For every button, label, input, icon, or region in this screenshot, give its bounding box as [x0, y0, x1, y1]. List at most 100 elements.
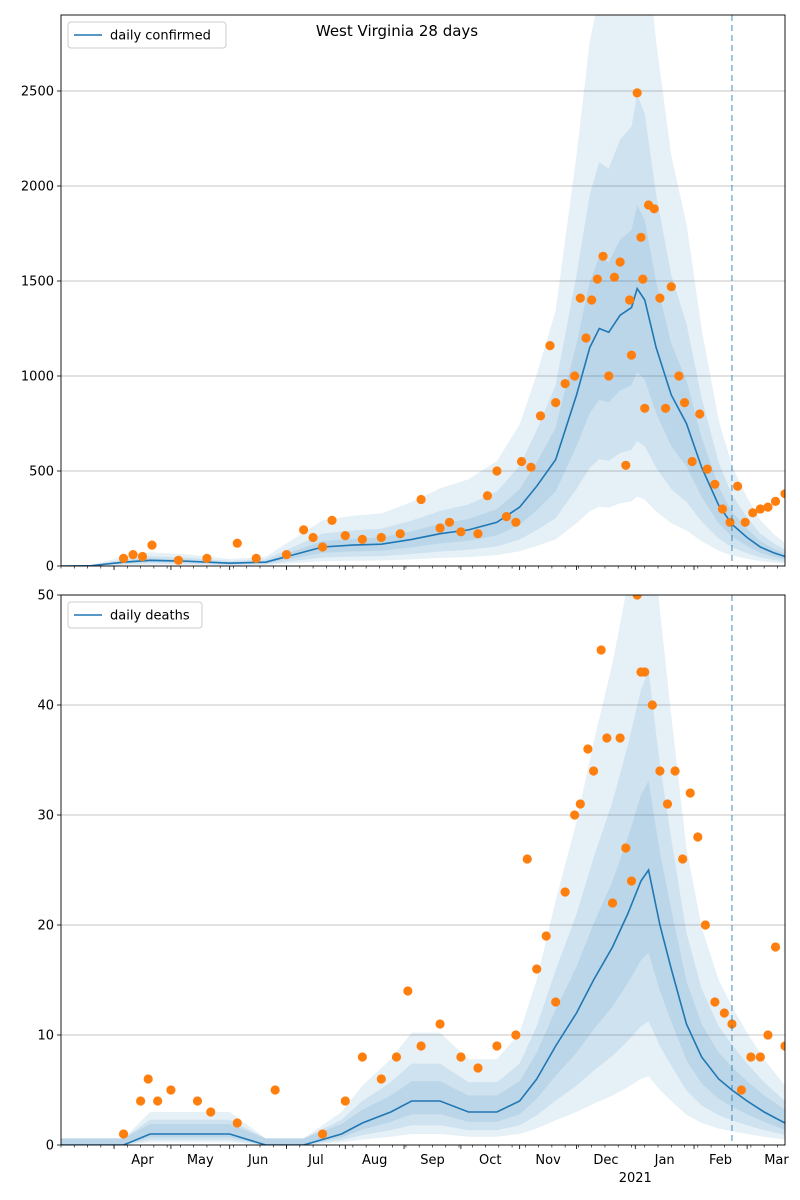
data-point	[621, 460, 631, 470]
data-point	[632, 595, 642, 600]
data-point	[232, 538, 242, 548]
data-point	[632, 88, 642, 98]
data-point	[666, 282, 676, 292]
data-point	[780, 489, 785, 499]
data-point	[700, 920, 710, 930]
data-point	[679, 398, 690, 408]
data-point	[670, 766, 680, 776]
data-point	[327, 515, 337, 526]
data-point	[748, 508, 758, 518]
axes-frame	[60, 594, 786, 1146]
y-tick-label: 2000	[21, 180, 54, 195]
data-point	[575, 799, 585, 809]
data-point	[492, 466, 502, 476]
data-point	[640, 667, 650, 677]
x-tick-label: Jan	[654, 1153, 675, 1168]
data-point	[340, 531, 350, 541]
data-point	[640, 403, 650, 413]
data-point	[687, 456, 697, 467]
data-point	[607, 898, 618, 908]
y-tick-label: 1000	[21, 370, 54, 385]
data-point	[693, 832, 703, 842]
data-point	[583, 744, 593, 754]
data-point	[710, 997, 720, 1007]
data-point	[702, 464, 712, 474]
x-tick-label: Nov	[535, 1153, 561, 1168]
data-point	[588, 766, 599, 776]
series-line	[61, 868, 785, 1145]
data-point	[592, 274, 602, 284]
data-point	[596, 645, 606, 655]
legend-box	[67, 21, 227, 49]
data-point	[763, 1030, 773, 1040]
data-point	[202, 553, 212, 564]
data-point	[403, 986, 413, 996]
data-point	[598, 251, 608, 261]
data-point	[551, 997, 561, 1007]
data-point	[755, 1052, 765, 1062]
data-point	[621, 843, 631, 853]
data-point	[511, 1030, 521, 1040]
data-point	[587, 295, 597, 305]
y-tick-label: 30	[37, 809, 54, 824]
data-point	[473, 529, 483, 539]
uncertainty-band	[61, 94, 785, 566]
data-point	[763, 502, 773, 512]
data-point	[560, 887, 570, 897]
data-point	[492, 1041, 502, 1051]
data-point	[581, 333, 591, 343]
data-point	[649, 204, 659, 214]
data-point	[137, 551, 148, 562]
x-tick-label: May	[187, 1153, 214, 1168]
data-point	[719, 1008, 729, 1018]
legend-label: daily deaths	[110, 609, 190, 624]
data-point	[532, 964, 542, 974]
series-line	[61, 286, 785, 566]
data-point	[511, 517, 521, 527]
data-point	[270, 1085, 280, 1095]
x-tick-label: Mar	[764, 1153, 789, 1168]
data-point	[780, 1041, 785, 1051]
data-point	[395, 529, 405, 539]
x-tick-label: Jul	[307, 1153, 324, 1168]
data-point	[570, 371, 580, 381]
x-tick-label: Aug	[362, 1153, 387, 1168]
data-point	[526, 462, 536, 472]
data-point	[725, 517, 735, 527]
data-point	[560, 379, 570, 389]
axes-frame	[60, 14, 786, 567]
plot-area	[61, 595, 785, 1145]
x-year-label: 2021	[619, 1171, 652, 1186]
y-tick-label: 0	[46, 1139, 54, 1154]
data-point	[340, 1096, 350, 1106]
data-point	[317, 542, 328, 552]
data-point	[727, 1019, 737, 1029]
chart-title: West Virginia 28 days	[316, 22, 478, 40]
data-point	[746, 1052, 756, 1062]
data-point	[206, 1107, 216, 1117]
y-tick-label: 20	[37, 919, 54, 934]
data-point	[376, 532, 386, 543]
x-tick-label: Apr	[131, 1153, 154, 1168]
x-tick-label: Oct	[479, 1153, 501, 1168]
data-point	[674, 371, 684, 381]
data-point	[662, 799, 673, 809]
data-point	[357, 534, 367, 545]
data-point	[736, 1085, 747, 1095]
data-point	[153, 1096, 163, 1106]
data-point	[298, 525, 309, 535]
data-point	[435, 1019, 445, 1029]
uncertainty-band	[61, 205, 785, 566]
data-point	[147, 540, 157, 550]
daily-deaths-panel: 0 10 20 30 40 50 Apr May Jun Jul Aug Sep Oct Nov Dec Ja…	[37, 589, 789, 1187]
data-point	[647, 700, 657, 710]
data-point	[717, 504, 728, 514]
data-point	[710, 479, 720, 489]
data-point	[655, 766, 665, 776]
data-point	[604, 371, 614, 381]
data-point	[173, 555, 184, 565]
data-point	[516, 456, 527, 467]
data-point	[416, 494, 426, 505]
data-point	[638, 274, 648, 284]
